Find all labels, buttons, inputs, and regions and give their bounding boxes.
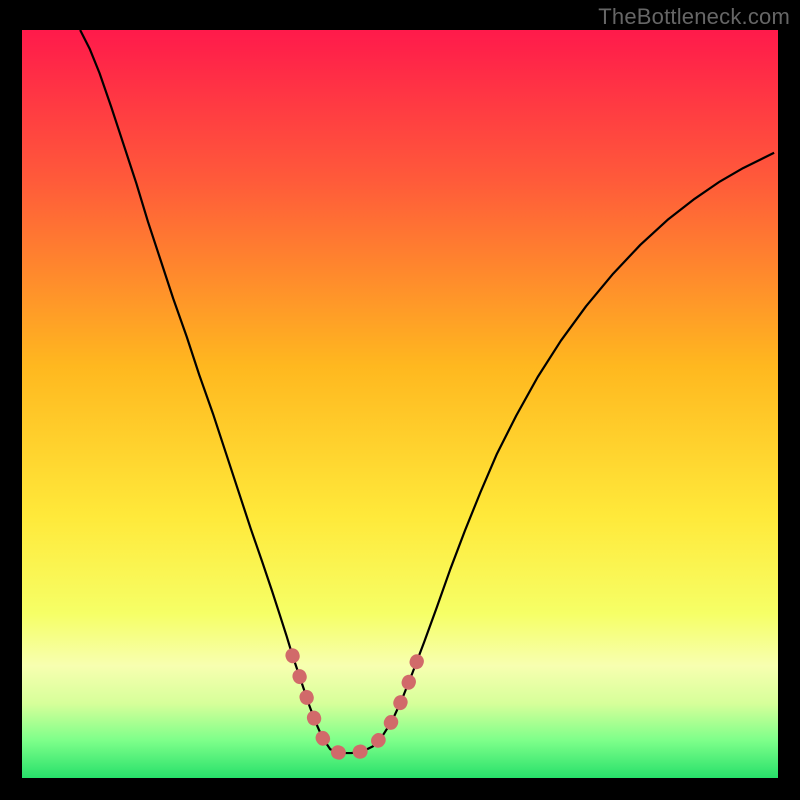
bottleneck-curve-chart (0, 0, 800, 800)
plot-bg (22, 30, 778, 778)
watermark-text: TheBottleneck.com (598, 4, 790, 30)
chart-root: TheBottleneck.com (0, 0, 800, 800)
